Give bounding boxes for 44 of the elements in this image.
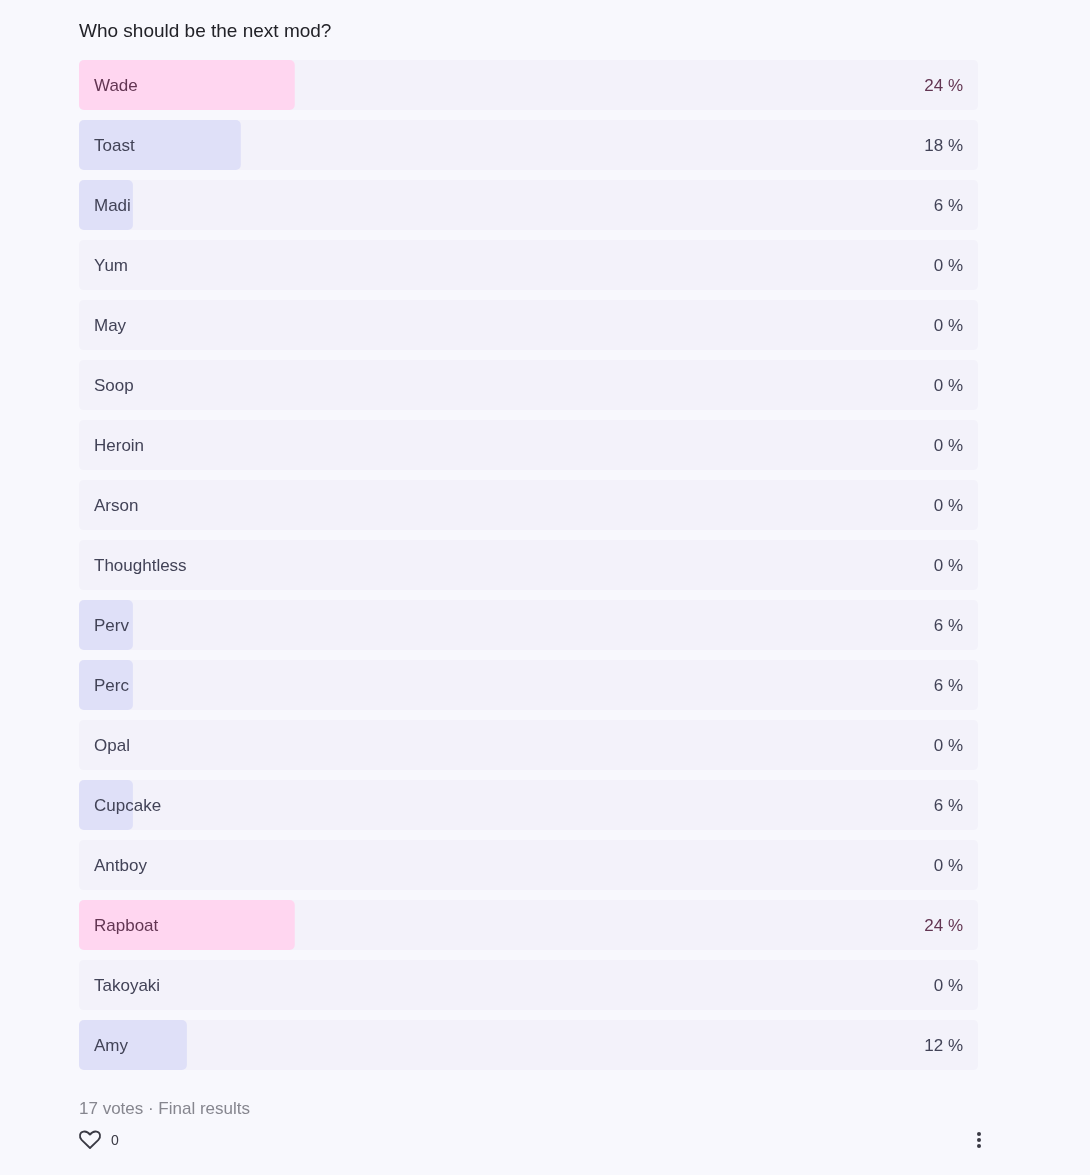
chart-title: Who should be the next mod? [79, 20, 332, 41]
data-label: 24 % [924, 915, 963, 935]
bar [79, 120, 241, 170]
y-tick-label: Wade [94, 75, 138, 95]
y-tick-label: Perc [94, 675, 130, 695]
bar [79, 60, 295, 110]
text: 17 votes · Final results [79, 1099, 251, 1118]
y-tick-label: Toast [94, 135, 135, 155]
y-tick-label: Perv [94, 615, 130, 635]
y-tick-label: Soop [94, 375, 134, 395]
bar [79, 1020, 187, 1070]
y-tick-label: Cupcake [94, 795, 162, 815]
data-label: 12 % [924, 1035, 963, 1055]
y-tick-label: Antboy [94, 855, 148, 875]
data-label: 0 % [933, 555, 963, 575]
y-tick-label: Rapboat [94, 915, 159, 935]
y-tick-label: Heroin [94, 435, 145, 455]
bar [79, 600, 133, 650]
data-label: 0 % [933, 375, 963, 395]
data-label: 0 % [933, 315, 963, 335]
y-tick-label: Thoughtless [94, 555, 187, 575]
y-tick-label: Opal [94, 735, 130, 755]
data-label: 6 % [933, 675, 963, 695]
data-label: 0 % [933, 735, 963, 755]
y-tick-label: Arson [94, 495, 139, 515]
y-tick-label: Takoyaki [94, 975, 161, 995]
data-label: 6 % [933, 795, 963, 815]
bar [79, 180, 133, 230]
y-tick-label: Madi [94, 195, 131, 215]
data-label: 0 % [933, 495, 963, 515]
data-label: 0 % [933, 855, 963, 875]
bar [79, 900, 295, 950]
bar [79, 660, 133, 710]
text: 0 [111, 1132, 119, 1148]
y-tick-label: Yum [94, 255, 129, 275]
data-label: 18 % [924, 135, 963, 155]
data-label: 0 % [933, 435, 963, 455]
data-label: 6 % [933, 615, 963, 635]
data-label: 0 % [933, 255, 963, 275]
data-label: 6 % [933, 195, 963, 215]
data-label: 0 % [933, 975, 963, 995]
y-tick-label: May [94, 315, 127, 335]
data-label: 24 % [924, 75, 963, 95]
y-tick-label: Amy [94, 1035, 129, 1055]
